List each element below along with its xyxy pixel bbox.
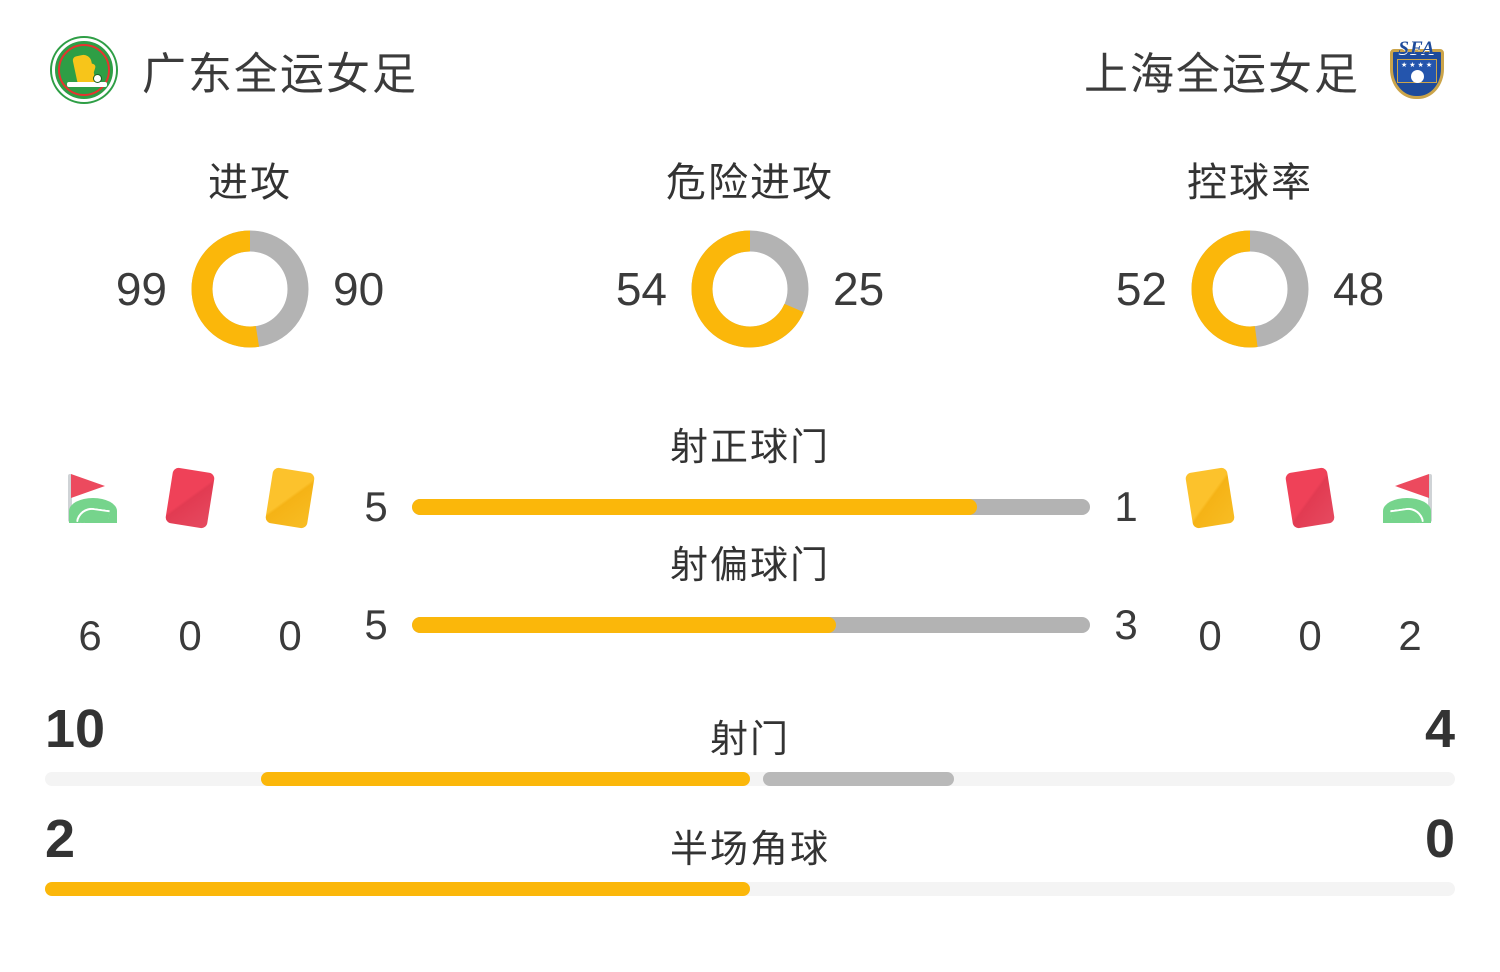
yellow-card-icon: [1184, 467, 1236, 529]
donut-home-value: 99: [115, 263, 167, 315]
bottom-label-shots: 射门: [709, 719, 790, 761]
bottom-home-value: 10: [45, 699, 106, 759]
donut-away-value: 25: [833, 263, 885, 315]
bottom-row-shots: 10 射门 4: [0, 690, 1500, 800]
away-corner-flag-slot: [1360, 470, 1460, 527]
bar-home-value: 5: [364, 483, 388, 530]
away-team-name: 上海全运女足: [1084, 50, 1360, 99]
donut-label: 控球率: [1187, 161, 1313, 205]
discipline-icons-row: [0, 467, 1500, 529]
bottom-away-value: 0: [1424, 809, 1455, 869]
donut-stats-group: 进攻 99 90 危险进攻 54 25 控球率: [0, 150, 1500, 400]
bar-label-shots-off-target: 射偏球门: [669, 545, 830, 587]
away-red-card-count: 0: [1298, 612, 1322, 659]
home-corner-count: 6: [78, 612, 102, 659]
red-card-icon: [164, 467, 216, 529]
donut-chart-possession: [1191, 230, 1309, 348]
away-yellow-card-count: 0: [1198, 612, 1222, 659]
bar-label-shots-on-target: 射正球门: [669, 427, 830, 469]
donut-chart-dangerous-attack: [691, 230, 809, 348]
guangdong-fa-badge-icon: [52, 38, 116, 102]
donut-chart-attack: [191, 230, 309, 348]
corner-flag-icon: [59, 470, 121, 527]
donut-stat-dangerous-attack: 危险进攻 54 25: [500, 150, 1000, 400]
teams-header: 广东全运女足 上海全运女足 ★★★★ SFA: [0, 0, 1500, 140]
bottom-track-shots: [45, 772, 1455, 786]
away-red-card-slot: [1260, 467, 1360, 529]
home-team[interactable]: 广东全运女足: [52, 38, 418, 102]
bar-away-value: 1: [1114, 483, 1138, 530]
away-corner-count: 2: [1398, 612, 1422, 659]
donut-label: 进攻: [208, 161, 292, 205]
bottom-home-value: 2: [45, 809, 76, 869]
discipline-counts-row: 6 0 0 0 0 2: [0, 612, 1500, 660]
home-red-card-slot: [140, 467, 240, 529]
bottom-row-half-corners: 2 半场角球 0: [0, 800, 1500, 910]
bar-home-value: 5: [364, 601, 388, 648]
donut-label: 危险进攻: [666, 161, 834, 205]
home-team-name: 广东全运女足: [142, 50, 418, 99]
bottom-away-value: 4: [1424, 699, 1455, 759]
home-corner-flag-slot: [40, 470, 140, 527]
donut-home-value: 52: [1115, 263, 1167, 315]
bottom-label-half-corners: 半场角球: [669, 829, 830, 871]
home-red-card-count: 0: [178, 612, 202, 659]
away-yellow-card-slot: [1160, 467, 1260, 529]
bottom-track-half-corners: [45, 882, 1455, 896]
donut-away-value: 48: [1333, 263, 1385, 315]
donut-stat-possession: 控球率 52 48: [1000, 150, 1500, 400]
home-yellow-card-slot: [240, 467, 340, 529]
donut-stat-attack: 进攻 99 90: [0, 150, 500, 400]
home-yellow-card-count: 0: [278, 612, 302, 659]
bar-track-shots-off-target: [412, 617, 1090, 633]
bar-away-value: 3: [1114, 601, 1138, 648]
donut-away-value: 90: [333, 263, 385, 315]
bar-row-shots-on-target: 5 1: [0, 476, 1500, 538]
sfa-shield-badge-icon: ★★★★ SFA: [1386, 37, 1448, 103]
bar-track-shots-on-target: [412, 499, 1090, 515]
bottom-stats-group: 10 射门 4 2 半场角球 0: [0, 690, 1500, 910]
donut-home-value: 54: [615, 263, 667, 315]
mid-stats-group: 射正球门 5 1 射偏球门 5 3: [0, 420, 1500, 656]
bar-row-shots-off-target: 5 3: [0, 594, 1500, 656]
red-card-icon: [1284, 467, 1336, 529]
corner-flag-icon: [1379, 470, 1441, 527]
yellow-card-icon: [264, 467, 316, 529]
away-team[interactable]: 上海全运女足 ★★★★ SFA: [1084, 37, 1448, 103]
